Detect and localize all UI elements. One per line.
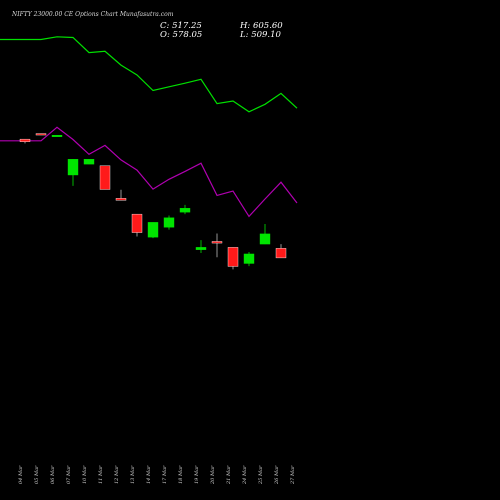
candle bbox=[67, 159, 79, 186]
candle-body bbox=[211, 241, 223, 244]
candle bbox=[211, 233, 223, 258]
x-tick-label: 12 Mar bbox=[114, 465, 120, 484]
candle bbox=[35, 133, 47, 136]
candle-body bbox=[67, 159, 79, 176]
candle-body bbox=[275, 248, 287, 259]
lower-band-line bbox=[0, 126, 298, 218]
x-tick-label: 13 Mar bbox=[130, 465, 136, 484]
x-tick-label: 27 Mar bbox=[290, 465, 296, 485]
candle bbox=[19, 138, 31, 144]
candle bbox=[179, 204, 191, 215]
candle-body bbox=[35, 133, 47, 136]
x-tick-label: 11 Mar bbox=[98, 465, 104, 484]
candle-body bbox=[163, 217, 175, 228]
x-tick-label: 20 Mar bbox=[210, 465, 216, 485]
candle bbox=[227, 247, 239, 270]
candle-body bbox=[99, 165, 111, 190]
x-tick-label: 26 Mar bbox=[274, 465, 280, 485]
candle bbox=[51, 134, 63, 137]
candle bbox=[115, 189, 127, 201]
upper-band-line bbox=[0, 36, 298, 113]
x-tick-label: 14 Mar bbox=[146, 465, 152, 484]
x-tick-label: 19 Mar bbox=[194, 465, 200, 484]
x-tick-label: 07 Mar bbox=[66, 465, 72, 484]
candle bbox=[163, 215, 175, 230]
x-tick-label: 10 Mar bbox=[82, 465, 88, 484]
candle-body bbox=[195, 247, 207, 250]
candle-body bbox=[227, 247, 239, 267]
indicator-lines bbox=[0, 36, 298, 218]
candle bbox=[83, 159, 95, 165]
candle-body bbox=[83, 159, 95, 165]
candle-body bbox=[115, 198, 127, 201]
candle-body bbox=[131, 213, 143, 233]
x-tick-label: 17 Mar bbox=[162, 465, 168, 484]
candle bbox=[243, 251, 255, 267]
x-tick-label: 21 Mar bbox=[226, 465, 232, 485]
chart-title: NIFTY 23000.00 CE Options Chart Munafasu… bbox=[11, 11, 174, 18]
candle bbox=[195, 240, 207, 253]
low-label: L: 509.10 bbox=[239, 30, 282, 40]
x-tick-label: 05 Mar bbox=[34, 465, 40, 484]
x-tick-label: 06 Mar bbox=[50, 465, 56, 484]
close-label: C: 517.25 bbox=[160, 21, 202, 31]
x-tick-label: 24 Mar bbox=[242, 465, 248, 485]
candle-body bbox=[243, 253, 255, 264]
open-label: O: 578.05 bbox=[160, 30, 202, 40]
x-tick-label: 18 Mar bbox=[178, 465, 184, 484]
candle bbox=[259, 224, 271, 245]
candle-body bbox=[179, 208, 191, 213]
candles bbox=[19, 133, 287, 270]
candle bbox=[99, 165, 111, 190]
candle-body bbox=[259, 233, 271, 245]
candle bbox=[147, 222, 159, 239]
x-tick-label: 04 Mar bbox=[18, 465, 24, 484]
candle-body bbox=[19, 138, 31, 142]
candle bbox=[131, 213, 143, 237]
candle-body bbox=[147, 222, 159, 238]
candle bbox=[275, 244, 287, 259]
x-tick-label: 25 Mar bbox=[258, 465, 264, 485]
candle-body bbox=[51, 134, 63, 137]
x-axis-ticks: 04 Mar 05 Mar 06 Mar 07 Mar 10 Mar 11 Mar 12 M… bbox=[18, 465, 296, 485]
high-label: H: 605.60 bbox=[239, 21, 283, 31]
